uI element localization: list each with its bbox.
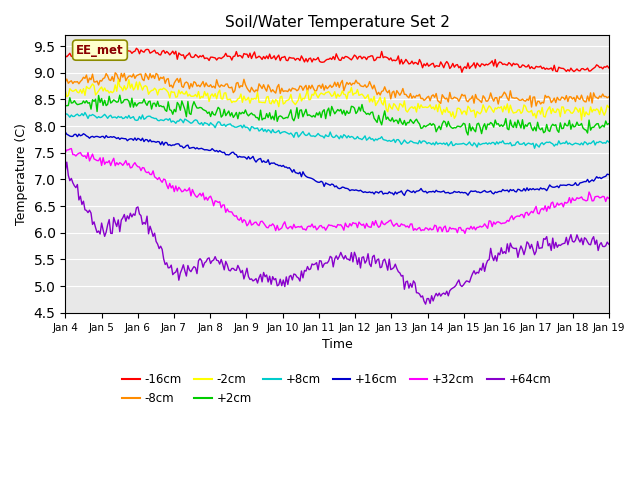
+16cm xyxy=(128,136,136,142)
-16cm xyxy=(243,51,251,57)
+32cm xyxy=(225,209,232,215)
-2cm xyxy=(301,96,308,102)
+8cm xyxy=(129,114,137,120)
+64cm xyxy=(605,241,612,247)
+2cm xyxy=(243,111,251,117)
+16cm xyxy=(299,169,307,175)
+32cm xyxy=(61,150,69,156)
+64cm xyxy=(252,276,260,281)
-8cm xyxy=(252,87,260,93)
Line: -2cm: -2cm xyxy=(65,80,609,120)
-8cm xyxy=(301,84,308,90)
+64cm xyxy=(225,267,232,273)
+16cm xyxy=(61,129,69,135)
+8cm xyxy=(605,139,612,145)
+32cm xyxy=(578,194,586,200)
+16cm xyxy=(241,155,249,160)
Line: +2cm: +2cm xyxy=(65,95,609,135)
-2cm xyxy=(225,96,232,102)
+16cm xyxy=(401,192,408,198)
+64cm xyxy=(61,168,69,174)
+8cm xyxy=(531,145,538,151)
-8cm xyxy=(111,70,119,76)
+32cm xyxy=(129,162,137,168)
-8cm xyxy=(605,94,612,100)
+32cm xyxy=(243,223,251,228)
-16cm xyxy=(458,70,466,75)
-8cm xyxy=(225,84,232,90)
+64cm xyxy=(63,159,70,165)
-16cm xyxy=(252,55,260,61)
-2cm xyxy=(605,105,612,110)
+2cm xyxy=(578,120,586,126)
-2cm xyxy=(252,96,260,102)
-8cm xyxy=(61,79,69,85)
+8cm xyxy=(578,140,586,146)
+32cm xyxy=(67,145,75,151)
-16cm xyxy=(61,53,69,59)
+64cm xyxy=(422,301,429,307)
Line: +16cm: +16cm xyxy=(65,132,609,195)
-16cm xyxy=(225,53,232,59)
-16cm xyxy=(129,49,137,55)
-8cm xyxy=(243,85,251,91)
-2cm xyxy=(61,87,69,93)
+2cm xyxy=(252,115,260,120)
-16cm xyxy=(301,59,308,65)
+2cm xyxy=(605,121,612,127)
+16cm xyxy=(605,172,612,178)
Title: Soil/Water Temperature Set 2: Soil/Water Temperature Set 2 xyxy=(225,15,449,30)
+8cm xyxy=(301,132,308,137)
+8cm xyxy=(225,121,232,127)
+2cm xyxy=(129,104,137,110)
+16cm xyxy=(223,152,231,157)
-2cm xyxy=(125,77,132,83)
Y-axis label: Temperature (C): Temperature (C) xyxy=(15,123,28,225)
+8cm xyxy=(61,112,69,118)
-2cm xyxy=(129,87,137,93)
+8cm xyxy=(252,126,260,132)
+16cm xyxy=(576,180,584,186)
-16cm xyxy=(605,65,612,71)
+16cm xyxy=(251,157,259,163)
+64cm xyxy=(578,235,586,241)
X-axis label: Time: Time xyxy=(322,338,353,351)
+2cm xyxy=(116,92,124,98)
+2cm xyxy=(464,132,472,138)
+32cm xyxy=(301,226,308,232)
Legend: -16cm, -8cm, -2cm, +2cm, +8cm, +16cm, +32cm, +64cm: -16cm, -8cm, -2cm, +2cm, +8cm, +16cm, +3… xyxy=(118,369,556,410)
+2cm xyxy=(61,103,69,108)
Line: -16cm: -16cm xyxy=(65,48,609,72)
-2cm xyxy=(578,117,586,123)
+64cm xyxy=(243,265,251,271)
+64cm xyxy=(129,211,137,217)
-2cm xyxy=(243,96,251,102)
+8cm xyxy=(243,124,251,130)
+8cm xyxy=(81,109,89,115)
-8cm xyxy=(578,92,586,98)
Line: -8cm: -8cm xyxy=(65,73,609,107)
-2cm xyxy=(576,106,584,111)
-16cm xyxy=(108,46,116,51)
-16cm xyxy=(578,66,586,72)
+32cm xyxy=(605,195,612,201)
Line: +64cm: +64cm xyxy=(65,162,609,304)
+2cm xyxy=(225,108,232,114)
Text: EE_met: EE_met xyxy=(76,44,124,57)
+64cm xyxy=(301,267,308,273)
-8cm xyxy=(528,104,536,110)
-8cm xyxy=(129,71,137,77)
+32cm xyxy=(252,219,260,225)
+2cm xyxy=(301,110,308,116)
+32cm xyxy=(461,230,468,236)
Line: +32cm: +32cm xyxy=(65,148,609,233)
Line: +8cm: +8cm xyxy=(65,112,609,148)
